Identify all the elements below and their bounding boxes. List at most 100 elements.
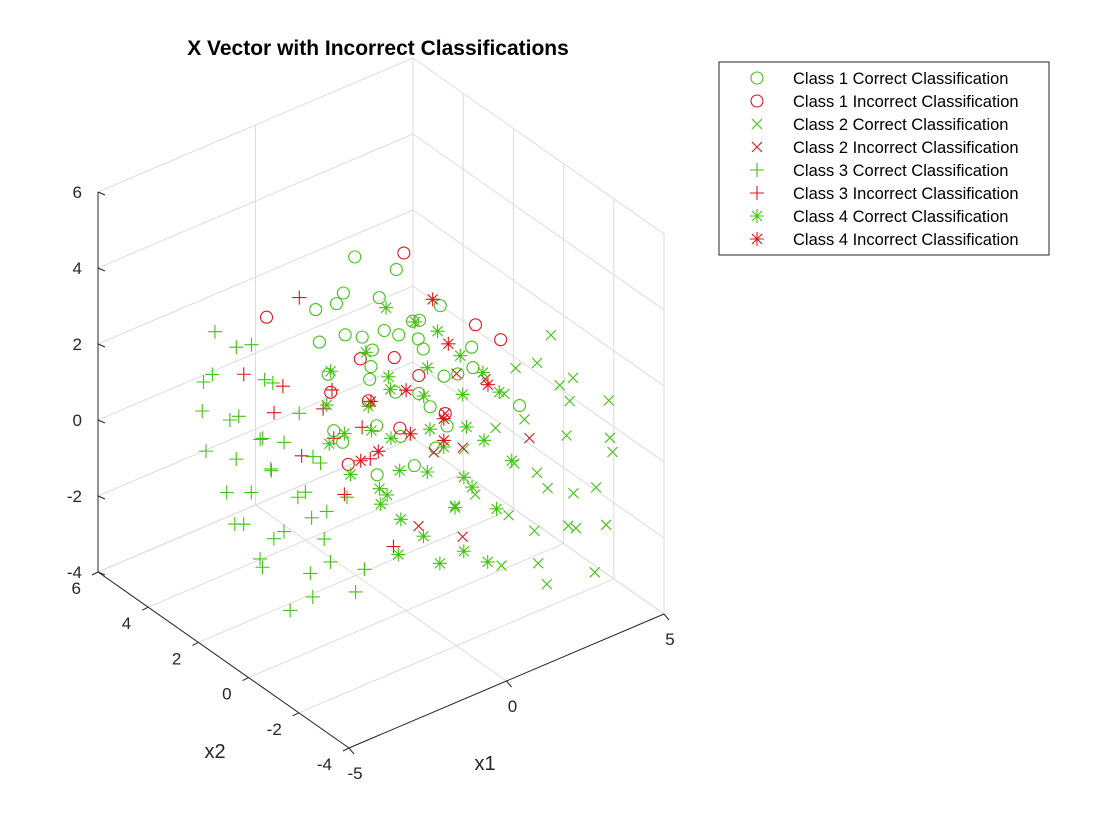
data-point bbox=[456, 544, 471, 559]
legend-entries: Class 1 Correct Classification Class 1 In… bbox=[750, 70, 1019, 249]
data-point bbox=[303, 566, 318, 581]
data-point bbox=[231, 409, 246, 424]
gridline-z-back bbox=[412, 209, 665, 387]
data-point bbox=[244, 337, 259, 352]
z-tick-mark bbox=[97, 571, 106, 576]
gridline-x2-floor bbox=[298, 578, 614, 714]
x1-tick-mark bbox=[506, 680, 512, 688]
data-point bbox=[420, 360, 435, 375]
data-point bbox=[229, 452, 244, 467]
data-point bbox=[244, 485, 259, 500]
x2-tick-label: -2 bbox=[267, 720, 282, 739]
data-point bbox=[324, 385, 338, 399]
data-point bbox=[412, 368, 426, 383]
data-point bbox=[317, 532, 332, 547]
x1-tick-label: -5 bbox=[347, 764, 362, 783]
series-1 bbox=[309, 250, 527, 482]
legend-entry[interactable]: Class 1 Correct Classification bbox=[750, 70, 1008, 88]
legend-entry[interactable]: Class 4 Incorrect Classification bbox=[750, 231, 1019, 249]
legend-marker bbox=[751, 141, 763, 153]
data-point bbox=[336, 435, 350, 449]
data-point bbox=[219, 485, 234, 500]
data-point bbox=[275, 379, 290, 394]
x2-tick-mark bbox=[342, 747, 350, 752]
data-point bbox=[475, 365, 490, 380]
data-point bbox=[363, 372, 377, 386]
legend-entry[interactable]: Class 2 Incorrect Classification bbox=[751, 139, 1019, 157]
chart-title: X Vector with Incorrect Classifications bbox=[187, 37, 569, 60]
legend-entry[interactable]: Class 2 Correct Classification bbox=[751, 116, 1008, 134]
legend-entry[interactable]: Class 1 Incorrect Classification bbox=[750, 93, 1019, 111]
data-point bbox=[489, 501, 504, 516]
z-tick-label: -2 bbox=[67, 487, 82, 506]
data-point bbox=[371, 444, 386, 459]
data-point bbox=[393, 429, 408, 443]
legend-marker bbox=[750, 94, 764, 108]
legend-marker bbox=[750, 186, 764, 200]
data-point bbox=[531, 467, 543, 479]
data-point bbox=[407, 459, 421, 473]
data-point bbox=[528, 525, 540, 537]
gridline-z-back bbox=[412, 57, 665, 235]
x2-axis-line bbox=[97, 571, 350, 749]
x1-tick-mark bbox=[348, 747, 355, 755]
data-point bbox=[319, 398, 334, 413]
data-point bbox=[490, 422, 501, 434]
series-5 bbox=[195, 324, 372, 618]
legend-entry[interactable]: Class 4 Correct Classification bbox=[750, 208, 1008, 226]
data-point bbox=[568, 487, 579, 499]
data-point bbox=[290, 490, 305, 505]
data-point bbox=[277, 435, 292, 450]
data-point bbox=[355, 420, 370, 435]
z-tick-label: 2 bbox=[73, 335, 82, 354]
legend-entry[interactable]: Class 3 Incorrect Classification bbox=[750, 185, 1019, 203]
data-point bbox=[480, 554, 495, 569]
data-point bbox=[377, 323, 391, 338]
x2-tick-mark bbox=[91, 571, 99, 576]
gridline-z-side bbox=[97, 133, 414, 269]
data-point bbox=[451, 367, 465, 381]
gridline-x1-floor bbox=[255, 504, 507, 682]
data-point bbox=[564, 395, 576, 407]
data-point bbox=[590, 481, 602, 493]
data-point bbox=[542, 482, 553, 494]
legend[interactable]: Class 1 Correct Classification Class 1 In… bbox=[718, 61, 1050, 256]
data-point bbox=[457, 442, 469, 453]
x2-tick-label: 6 bbox=[72, 579, 81, 598]
data-point bbox=[422, 422, 437, 437]
data-point bbox=[257, 372, 272, 387]
data-point bbox=[329, 297, 344, 311]
legend-label: Class 1 Incorrect Classification bbox=[793, 93, 1019, 111]
data-point bbox=[477, 433, 492, 448]
series-3 bbox=[449, 329, 618, 590]
z-tick-mark bbox=[97, 343, 106, 348]
series-7 bbox=[319, 300, 519, 571]
data-point bbox=[448, 500, 463, 515]
x2-tick-label: 4 bbox=[122, 614, 131, 633]
data-point bbox=[263, 461, 278, 476]
data-point bbox=[222, 413, 237, 427]
data-point bbox=[432, 556, 447, 571]
data-point bbox=[312, 335, 326, 349]
data-point bbox=[195, 404, 210, 418]
data-point bbox=[510, 362, 522, 374]
data-point bbox=[480, 373, 491, 385]
data-point bbox=[441, 336, 456, 351]
gridline-z-side bbox=[97, 361, 414, 497]
data-point bbox=[313, 456, 328, 470]
data-point bbox=[364, 360, 378, 374]
data-point bbox=[524, 432, 535, 444]
legend-entry[interactable]: Class 3 Correct Classification bbox=[750, 162, 1008, 180]
data-point bbox=[531, 357, 543, 369]
data-point bbox=[428, 447, 440, 458]
data-point bbox=[309, 303, 323, 317]
data-point bbox=[253, 551, 268, 566]
data-point bbox=[370, 419, 384, 433]
data-point bbox=[465, 480, 480, 495]
data-point bbox=[430, 324, 445, 339]
data-point bbox=[411, 332, 425, 346]
data-point bbox=[198, 444, 213, 459]
series-6 bbox=[236, 290, 401, 554]
data-point bbox=[348, 250, 362, 264]
data-point bbox=[570, 522, 582, 534]
